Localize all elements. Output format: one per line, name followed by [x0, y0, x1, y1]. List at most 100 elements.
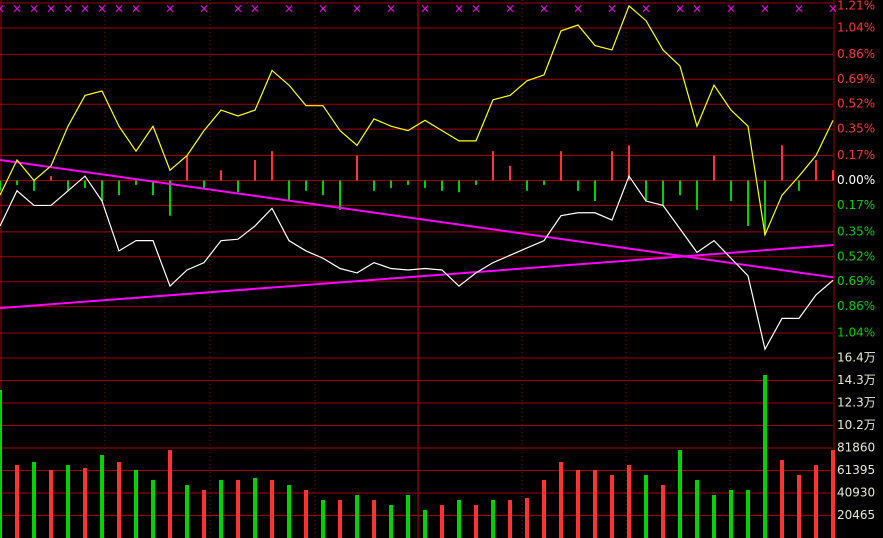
- volume-bar: [729, 489, 733, 538]
- volume-bar: [440, 505, 444, 538]
- y-tick-label: 1.04%: [837, 20, 875, 34]
- y-tick-label: 0.86%: [837, 299, 875, 313]
- volume-bar: [338, 499, 342, 538]
- volume-bar: [0, 390, 2, 538]
- y-tick-label: 1.21%: [837, 0, 875, 13]
- marker: ×: [573, 2, 583, 16]
- marker: ×: [420, 2, 430, 16]
- volume-bar: [576, 469, 580, 538]
- volume-bar: [304, 489, 308, 538]
- volume-bar: [32, 462, 36, 538]
- y-tick-label: 0.35%: [837, 122, 875, 136]
- marker: ×: [641, 2, 651, 16]
- volume-bar: [66, 464, 70, 538]
- y-tick-label: 10.2万: [837, 418, 876, 432]
- volume-bar: [185, 485, 189, 538]
- marker: ×: [539, 2, 549, 16]
- trend-line: [0, 244, 834, 310]
- volume-bar: [219, 479, 223, 538]
- y-tick-label: 0.69%: [837, 72, 875, 86]
- marker: ×: [726, 2, 736, 16]
- marker: ×: [692, 2, 702, 16]
- volume-bar: [423, 509, 427, 538]
- volume-bar: [253, 477, 257, 538]
- marker: ×: [607, 2, 617, 16]
- marker: ×: [250, 2, 260, 16]
- marker: ×: [63, 2, 73, 16]
- volume-bar: [593, 469, 597, 538]
- y-tick-label: 61395: [837, 463, 875, 477]
- volume-bar: [355, 495, 359, 538]
- volume-bar: [712, 495, 716, 538]
- marker: ×: [199, 2, 209, 16]
- volume-bar: [644, 475, 648, 538]
- volume-bar: [474, 505, 478, 538]
- volume-bar: [763, 374, 767, 538]
- marker: ×: [760, 2, 770, 16]
- marker: ×: [46, 2, 56, 16]
- volume-bar: [49, 469, 53, 538]
- marker: ×: [97, 2, 107, 16]
- volume-bar: [270, 479, 274, 538]
- volume-bar: [236, 479, 240, 538]
- volume-bar: [100, 454, 104, 538]
- volume-bar: [508, 499, 512, 538]
- y-tick-label: 40930: [837, 486, 875, 500]
- marker: ×: [505, 2, 515, 16]
- price-line: [0, 174, 834, 351]
- volume-bar: [117, 462, 121, 538]
- y-tick-label: 16.4万: [837, 351, 876, 365]
- volume-bar: [202, 489, 206, 538]
- price-line: [0, 4, 834, 237]
- marker: ×: [828, 2, 838, 16]
- volume-bar: [678, 450, 682, 538]
- marker: ×: [12, 2, 22, 16]
- marker: ×: [454, 2, 464, 16]
- volume-bar: [83, 467, 87, 538]
- y-tick-label: 20465: [837, 508, 875, 522]
- volume-bar: [797, 475, 801, 538]
- volume-bar: [372, 499, 376, 538]
- marker: ×: [352, 2, 362, 16]
- volume-bar: [525, 497, 529, 538]
- volume-bar: [134, 469, 138, 538]
- y-tick-label: 0.69%: [837, 274, 875, 288]
- marker: ×: [471, 2, 481, 16]
- y-tick-label: 14.3万: [837, 373, 876, 387]
- marker: ×: [165, 2, 175, 16]
- volume-bar: [780, 460, 784, 538]
- marker: ×: [794, 2, 804, 16]
- volume-bar: [559, 462, 563, 538]
- volume-bar: [151, 479, 155, 538]
- volume-bar: [491, 499, 495, 538]
- y-tick-label: 0.17%: [837, 198, 875, 212]
- volume-bar: [542, 479, 546, 538]
- volume-bar: [389, 505, 393, 538]
- y-tick-label: 0.35%: [837, 224, 875, 238]
- y-tick-label: 12.3万: [837, 396, 876, 410]
- marker: ×: [284, 2, 294, 16]
- volume-bar: [15, 464, 19, 538]
- marker: ×: [318, 2, 328, 16]
- volume-bar: [695, 479, 699, 538]
- volume-bar: [168, 450, 172, 538]
- y-tick-label: 0.52%: [837, 249, 875, 263]
- volume-bar: [661, 485, 665, 538]
- marker: ×: [29, 2, 39, 16]
- volume-bar: [321, 499, 325, 538]
- marker: ×: [386, 2, 396, 16]
- y-tick-label: 1.04%: [837, 326, 875, 340]
- volume-bar: [831, 450, 835, 538]
- marker: ×: [675, 2, 685, 16]
- trend-line: [0, 158, 834, 279]
- volume-bar: [627, 464, 631, 538]
- marker: ×: [233, 2, 243, 16]
- marker: ×: [131, 2, 141, 16]
- marker: ×: [0, 2, 5, 16]
- y-tick-label: 0.00%: [837, 173, 875, 187]
- marker: ×: [114, 2, 124, 16]
- y-tick-label: 81860: [837, 441, 875, 455]
